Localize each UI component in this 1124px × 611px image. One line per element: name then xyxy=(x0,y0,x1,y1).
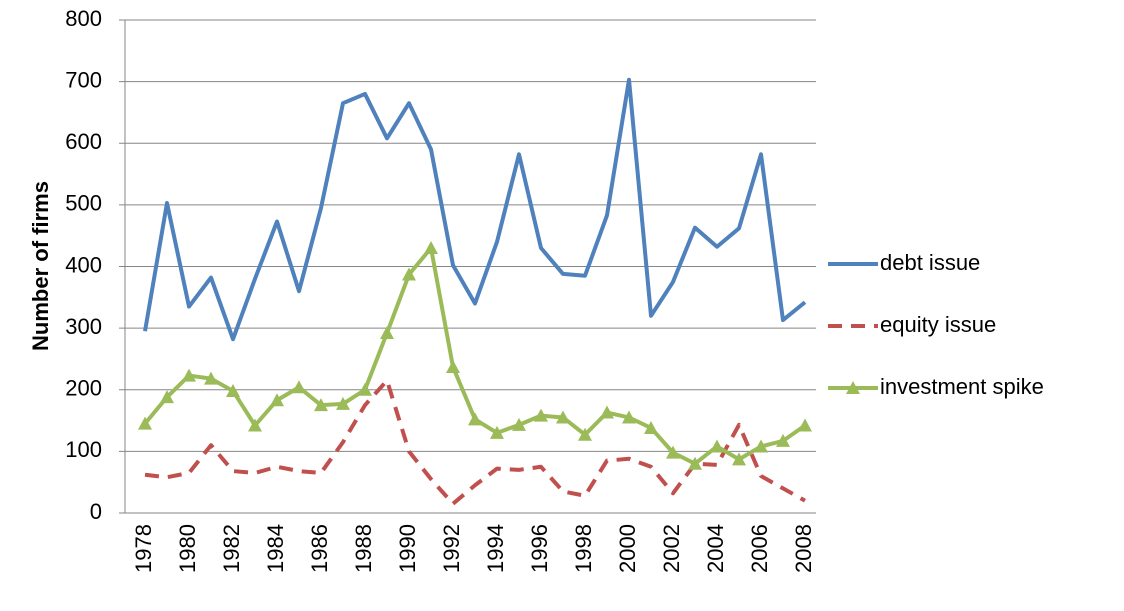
marker xyxy=(534,408,548,422)
x-tick-label: 1988 xyxy=(351,524,376,573)
marker xyxy=(578,427,592,441)
marker xyxy=(292,380,306,394)
x-tick-label: 1992 xyxy=(439,524,464,573)
x-tick-label: 2000 xyxy=(615,524,640,573)
y-tick-label: 600 xyxy=(65,129,102,154)
marker xyxy=(380,326,394,340)
marker xyxy=(468,412,482,426)
marker xyxy=(710,439,724,453)
x-tick-label: 2006 xyxy=(747,524,772,573)
legend-label: equity issue xyxy=(880,312,996,337)
marker xyxy=(490,425,504,439)
x-tick-label: 1996 xyxy=(527,524,552,573)
x-tick-label: 1990 xyxy=(395,524,420,573)
marker xyxy=(182,368,196,382)
x-tick-label: 1980 xyxy=(175,524,200,573)
marker xyxy=(622,410,636,424)
series-line xyxy=(143,77,807,342)
marker xyxy=(138,416,152,430)
marker xyxy=(402,267,416,281)
x-tick-label: 2004 xyxy=(703,524,728,573)
marker xyxy=(314,398,328,412)
marker xyxy=(446,359,460,373)
marker xyxy=(556,410,570,424)
marker xyxy=(798,418,812,432)
marker xyxy=(270,393,284,407)
marker xyxy=(688,456,702,470)
marker xyxy=(776,433,790,447)
y-tick-label: 300 xyxy=(65,314,102,339)
series-line xyxy=(144,378,806,506)
marker xyxy=(160,390,174,404)
marker xyxy=(600,405,614,419)
marker xyxy=(204,371,218,385)
y-tick-label: 800 xyxy=(65,6,102,31)
legend-marker xyxy=(846,381,860,394)
marker xyxy=(754,439,768,453)
marker xyxy=(512,417,526,431)
x-tick-label: 2002 xyxy=(659,524,684,573)
x-tick-label: 2008 xyxy=(791,524,816,573)
marker xyxy=(336,396,350,410)
y-tick-label: 400 xyxy=(65,252,102,277)
legend-label: debt issue xyxy=(880,250,980,275)
legend-label: investment spike xyxy=(880,374,1044,399)
marker xyxy=(248,418,262,432)
marker xyxy=(644,420,658,434)
y-axis-label: Number of firms xyxy=(28,181,53,351)
marker xyxy=(666,445,680,459)
y-tick-label: 700 xyxy=(65,67,102,92)
marker xyxy=(424,241,438,255)
marker xyxy=(732,452,746,466)
marker xyxy=(358,382,372,396)
y-tick-label: 500 xyxy=(65,191,102,216)
series-line xyxy=(143,246,807,466)
x-tick-label: 1982 xyxy=(219,524,244,573)
x-tick-label: 1998 xyxy=(571,524,596,573)
x-tick-label: 1994 xyxy=(483,524,508,573)
y-tick-label: 200 xyxy=(65,376,102,401)
x-tick-label: 1986 xyxy=(307,524,332,573)
x-tick-label: 1978 xyxy=(131,524,156,573)
y-tick-label: 0 xyxy=(90,499,102,524)
x-tick-label: 1984 xyxy=(263,524,288,573)
marker xyxy=(226,383,240,397)
y-tick-label: 100 xyxy=(65,437,102,462)
